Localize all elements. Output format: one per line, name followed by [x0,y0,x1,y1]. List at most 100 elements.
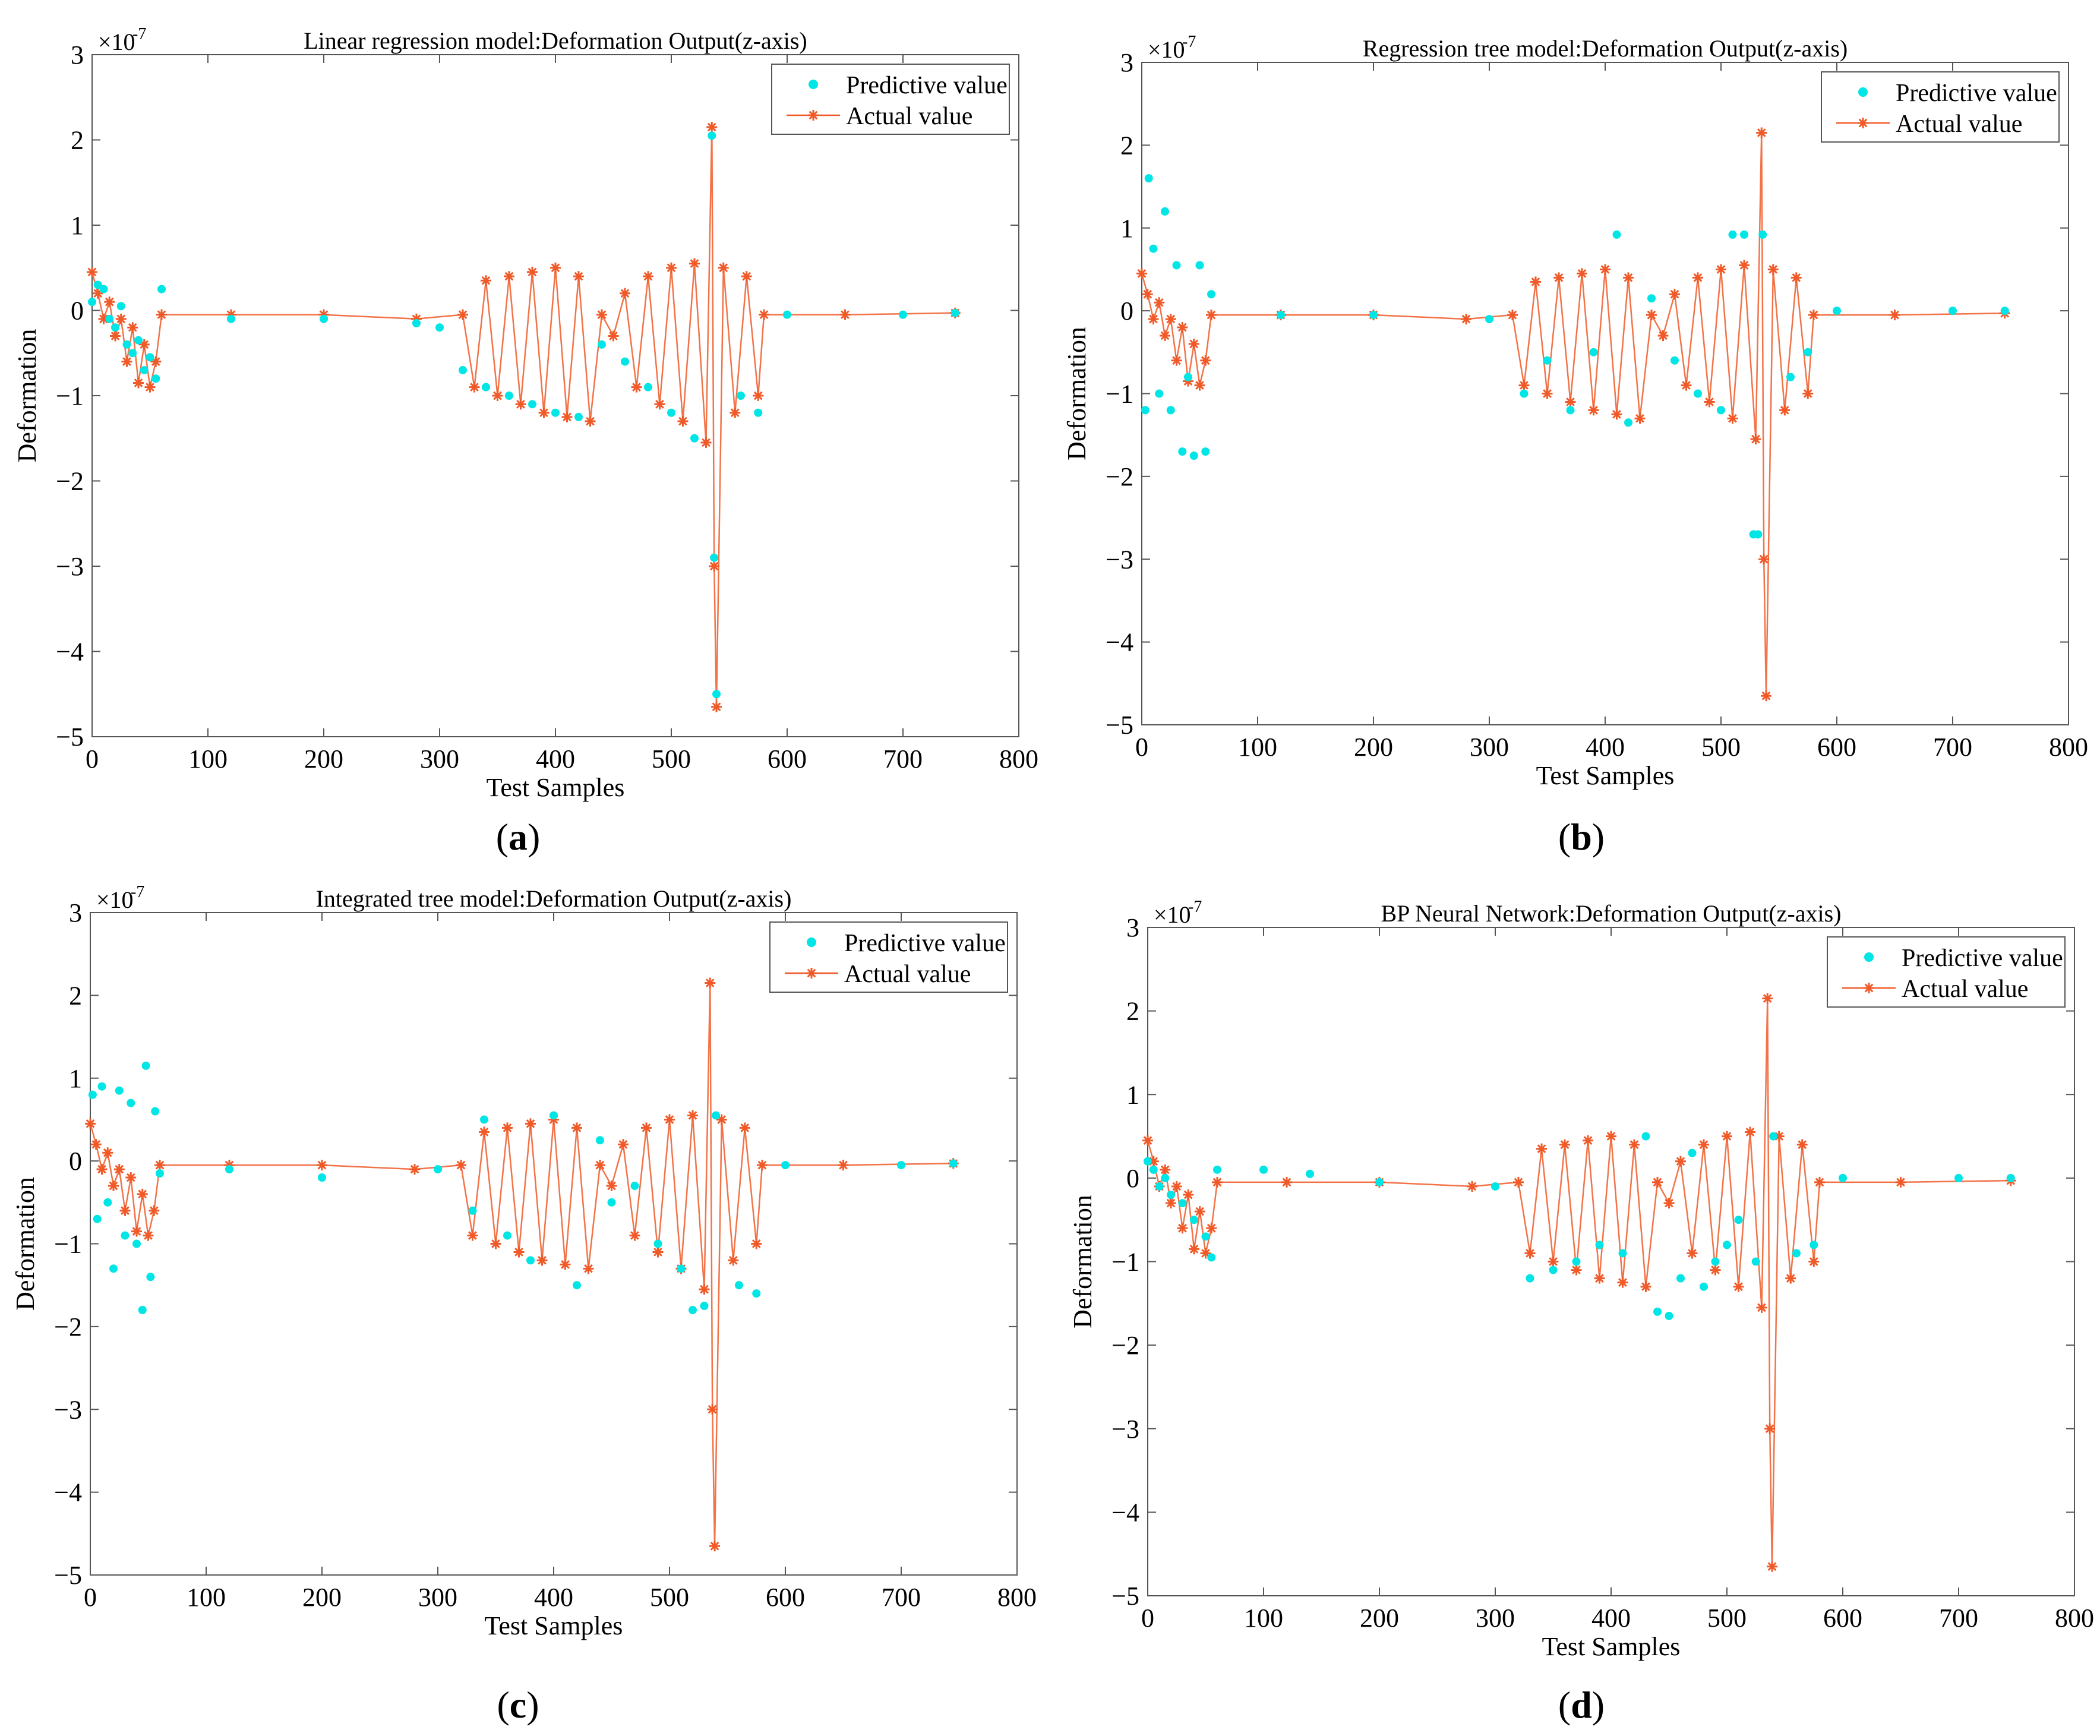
x-tick-label: 0 [86,744,99,774]
y-tick-label: 3 [1120,48,1133,77]
point-predictive-value [710,553,719,562]
point-actual-value [595,1160,605,1171]
point-predictive-value [1804,348,1812,356]
point-predictive-value [320,314,328,323]
x-tick-label: 200 [302,1583,342,1612]
chart-c: 0 100 200 300 400 500 600 700 800 3 2 1 0 −1 −2 −3 −4 −5 ×… [11,883,1037,1640]
x-tick-label: 200 [1354,733,1393,762]
legend-box [1821,71,2060,143]
point-predictive-value [435,323,444,332]
series-line-actual-value [1147,998,2011,1567]
x-tick-label: 500 [652,744,691,774]
point-predictive-value [1717,406,1725,415]
point-actual-value [1177,1223,1188,1234]
point-predictive-value [1190,1216,1198,1224]
legend-marker-predictive-value [1858,87,1868,97]
point-actual-value [728,1255,739,1266]
point-actual-value [1722,1131,1732,1142]
y-tick-label: −3 [1111,1415,1139,1444]
plot-frame [91,54,1019,737]
point-actual-value [709,1541,721,1552]
point-actual-value [411,313,422,324]
point-predictive-value [1833,307,1841,315]
point-actual-value [1165,314,1176,325]
point-actual-value [654,399,665,410]
point-predictive-value [1647,294,1656,303]
point-actual-value [467,1230,478,1241]
point-predictive-value [1184,373,1192,381]
point-actual-value [502,1122,513,1134]
point-actual-value [689,258,700,269]
point-predictive-value [653,1239,662,1248]
point-predictive-value [227,314,235,323]
point-actual-value [643,271,653,282]
point-actual-value [1171,1181,1182,1192]
point-predictive-value [116,302,125,311]
point-actual-value [1796,1139,1808,1150]
point-predictive-value [1201,447,1210,456]
point-actual-value [150,356,162,367]
chart-title: BP Neural Network:Deformation Output(z-a… [1381,900,1842,927]
point-actual-value [90,1139,102,1150]
legend-marker-actual-value [1858,118,1868,128]
legend-label-predictive-value: Predictive value [846,72,1008,99]
point-predictive-value [1277,311,1285,320]
y-scale-exponent: -7 [1182,33,1196,51]
point-actual-value [1171,355,1182,366]
point-actual-value [536,1255,548,1266]
chart-title: Linear regression model:Deformation Outp… [304,27,807,54]
point-actual-value [759,309,769,320]
point-predictive-value [1161,207,1169,216]
y-tick-label: −4 [54,1478,82,1507]
legend-label-actual-value: Actual value [844,961,971,988]
point-actual-value [1698,1139,1709,1150]
point-actual-value [108,1180,119,1191]
point-actual-value [1513,1176,1524,1188]
y-axis-label: Deformation [12,329,42,463]
y-tick-label: −1 [54,1230,82,1259]
x-tick-label: 300 [1470,733,1509,762]
y-tick-label: 0 [69,1147,82,1176]
series-line-actual-value [89,983,953,1546]
chart-title: Regression tree model:Deformation Output… [1363,35,1848,62]
point-actual-value [716,1114,727,1125]
plot-frame [90,912,1018,1576]
y-tick-label: −4 [56,637,84,667]
point-actual-value [1663,1198,1675,1209]
point-actual-value [479,1126,490,1138]
point-actual-value [1704,396,1715,408]
y-tick-label: 2 [69,981,82,1010]
chart-a: 0 100 200 300 400 500 600 700 800 3 2 1 0 −1 −2 −3 −4 −5 ×… [12,25,1038,802]
point-actual-value [741,271,752,282]
point-actual-value [1634,413,1646,424]
point-actual-value [1206,310,1217,321]
plot-frame [1147,927,2075,1596]
point-actual-value [1518,380,1530,391]
caption-letter-c: c [509,1684,527,1726]
point-predictive-value [1700,1282,1708,1291]
point-actual-value [1200,355,1211,366]
y-tick-label: −2 [56,467,84,496]
point-predictive-value [1624,418,1632,427]
x-tick-label: 100 [1244,1604,1283,1633]
point-actual-value [838,1160,849,1171]
point-actual-value [751,1238,762,1249]
x-tick-label: 300 [1476,1604,1515,1633]
point-actual-value [1895,1176,1906,1188]
point-predictive-value [88,298,96,307]
point-predictive-value [1520,389,1529,398]
x-tick-label: 800 [2049,733,2088,762]
x-tick-label: 400 [534,1583,573,1612]
point-predictive-value [105,314,114,323]
point-actual-value [1767,264,1779,275]
x-tick-label: 300 [418,1583,457,1612]
point-predictive-value [122,340,131,349]
point-predictive-value [1195,261,1204,270]
point-actual-value [757,1160,768,1171]
point-actual-value [1148,1156,1159,1167]
point-predictive-value [318,1173,326,1182]
y-tick-label: −2 [1106,462,1133,491]
point-predictive-value [1769,1132,1777,1141]
x-axis-label: Test Samples [487,773,625,802]
point-predictive-value [1201,1232,1210,1241]
